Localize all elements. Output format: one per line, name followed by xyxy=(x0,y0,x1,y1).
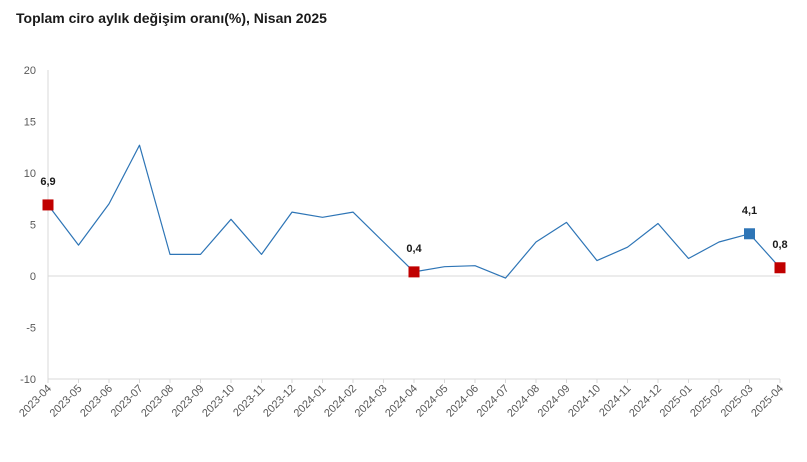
data-label: 0,8 xyxy=(772,239,787,251)
y-tick-label: 0 xyxy=(30,271,36,283)
x-tick-label: 2025-02 xyxy=(688,383,725,420)
data-label: 4,1 xyxy=(742,205,757,217)
x-tick-label: 2024-04 xyxy=(383,383,420,420)
data-point-marker xyxy=(408,266,420,278)
highlight-markers xyxy=(42,199,786,278)
data-point-marker xyxy=(744,228,755,240)
x-tick-label: 2024-03 xyxy=(353,383,390,420)
data-label: 6,9 xyxy=(40,176,55,188)
y-tick-label: 5 xyxy=(30,220,36,232)
x-tick-label: 2024-08 xyxy=(505,383,542,420)
x-tick-label: 2025-04 xyxy=(749,383,786,420)
x-tick-label: 2024-02 xyxy=(322,383,359,420)
x-tick-label: 2023-07 xyxy=(109,383,146,420)
series xyxy=(47,144,781,279)
x-tick-label: 2023-08 xyxy=(139,383,176,420)
data-point-marker xyxy=(774,262,786,274)
y-tick-label: -10 xyxy=(20,374,36,386)
data-point-marker xyxy=(42,199,54,211)
chart-title: Toplam ciro aylık değişim oranı(%), Nisa… xyxy=(16,10,327,26)
x-tick-label: 2024-01 xyxy=(292,383,329,420)
y-tick-label: 10 xyxy=(24,168,36,180)
y-axis-ticks: 20 15 10 5 0 -5 -10 xyxy=(20,65,36,386)
x-tick-label: 2023-12 xyxy=(261,383,298,420)
y-tick-label: 15 xyxy=(24,117,36,129)
x-tick-label: 2024-07 xyxy=(475,383,512,420)
x-tick-label: 2024-12 xyxy=(627,383,664,420)
x-tick-label: 2023-04 xyxy=(17,383,54,420)
y-tick-label: -5 xyxy=(26,323,36,335)
x-tick-label: 2025-01 xyxy=(658,383,695,420)
data-label: 0,4 xyxy=(406,243,422,255)
x-axis-ticks: 2023-042023-052023-062023-072023-082023-… xyxy=(17,379,786,420)
x-tick-label: 2023-09 xyxy=(170,383,207,420)
x-tick-label: 2023-05 xyxy=(48,383,85,420)
x-tick-label: 2024-10 xyxy=(566,383,603,420)
x-tick-label: 2023-06 xyxy=(78,383,115,420)
y-tick-label: 20 xyxy=(24,65,36,77)
data-labels: 6,9 0,4 4,1 0,8 xyxy=(40,176,787,255)
x-tick-label: 2024-05 xyxy=(414,383,451,420)
x-tick-label: 2024-09 xyxy=(536,383,573,420)
series-line xyxy=(47,144,781,279)
axes xyxy=(47,70,780,380)
x-tick-label: 2023-10 xyxy=(200,383,237,420)
x-tick-label: 2024-06 xyxy=(444,383,481,420)
x-tick-label: 2025-03 xyxy=(719,383,756,420)
